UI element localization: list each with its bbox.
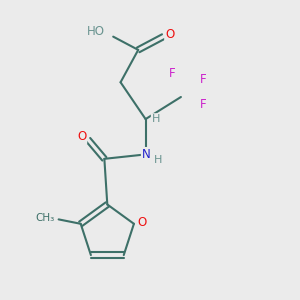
Text: F: F bbox=[200, 73, 206, 86]
Text: F: F bbox=[200, 98, 206, 111]
Text: H: H bbox=[154, 155, 162, 165]
Text: O: O bbox=[137, 216, 147, 229]
Text: N: N bbox=[142, 148, 151, 161]
Text: HO: HO bbox=[87, 25, 105, 38]
Text: O: O bbox=[165, 28, 174, 41]
Text: H: H bbox=[152, 114, 160, 124]
Text: F: F bbox=[169, 67, 175, 80]
Text: CH₃: CH₃ bbox=[36, 213, 55, 223]
Text: O: O bbox=[77, 130, 86, 143]
